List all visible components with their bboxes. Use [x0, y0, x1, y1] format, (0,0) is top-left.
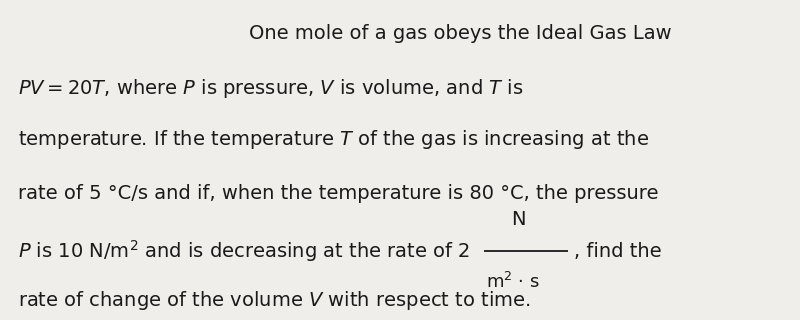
Text: , find the: , find the	[574, 242, 662, 261]
Text: N: N	[511, 210, 526, 229]
Text: $P$ is 10 N/m$^2$ and is decreasing at the rate of 2: $P$ is 10 N/m$^2$ and is decreasing at t…	[18, 238, 470, 264]
Text: One mole of a gas obeys the Ideal Gas Law: One mole of a gas obeys the Ideal Gas La…	[249, 24, 671, 43]
Text: $PV = 20T$, where $P$ is pressure, $V$ is volume, and $T$ is: $PV = 20T$, where $P$ is pressure, $V$ i…	[18, 76, 523, 100]
Text: temperature. If the temperature $T$ of the gas is increasing at the: temperature. If the temperature $T$ of t…	[18, 128, 649, 151]
Text: rate of change of the volume $V$ with respect to time.: rate of change of the volume $V$ with re…	[18, 289, 530, 312]
Text: rate of 5 °C/s and if, when the temperature is 80 °C, the pressure: rate of 5 °C/s and if, when the temperat…	[18, 184, 658, 203]
Text: m$^2$ · s: m$^2$ · s	[486, 272, 540, 292]
